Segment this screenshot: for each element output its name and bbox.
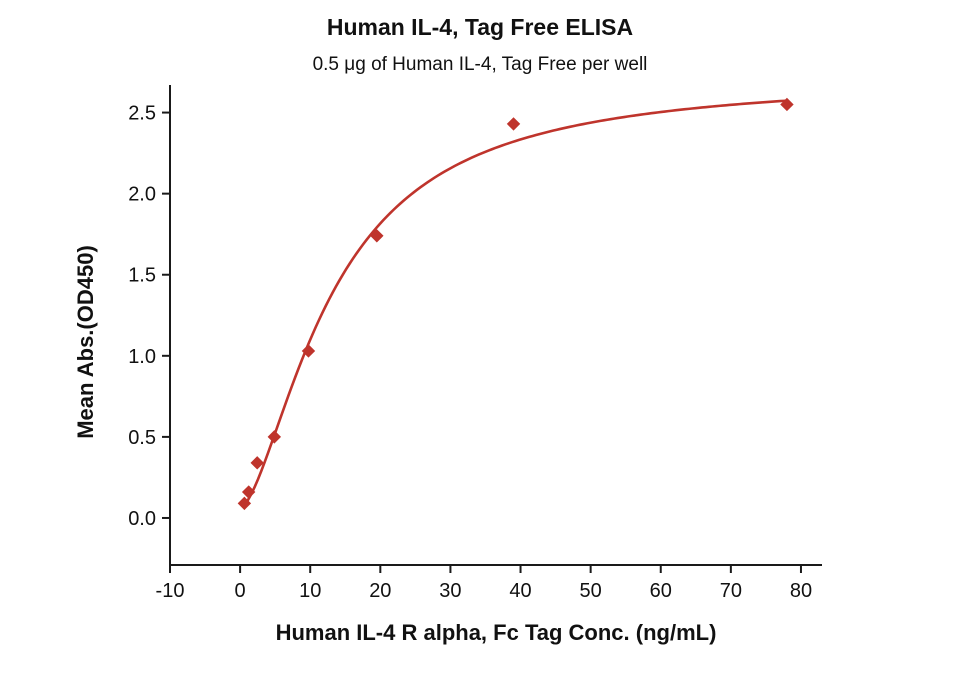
y-tick-label: 0.5 xyxy=(128,427,156,449)
y-tick-label: 2.0 xyxy=(128,184,156,206)
y-tick-label: 2.5 xyxy=(128,103,156,125)
chart-subtitle: 0.5 μg of Human IL-4, Tag Free per well xyxy=(312,54,648,75)
data-point-marker xyxy=(250,456,264,470)
x-tick-label: 50 xyxy=(580,580,602,602)
y-tick-label: 1.5 xyxy=(128,265,156,287)
data-point-marker xyxy=(267,430,282,444)
y-tick-label: 0.0 xyxy=(128,508,156,530)
chart-title: Human IL-4, Tag Free ELISA xyxy=(326,14,634,40)
x-tick-label: 40 xyxy=(509,580,531,602)
x-tick-label: 60 xyxy=(650,580,672,602)
data-point-marker xyxy=(506,117,521,131)
axis-lines xyxy=(169,85,822,566)
data-point-marker xyxy=(301,344,316,358)
y-tick-label: 1.0 xyxy=(128,346,156,368)
data-point-marker xyxy=(241,485,256,499)
x-tick-label: 70 xyxy=(720,580,742,602)
x-tick-label: 0 xyxy=(235,580,246,602)
x-axis-label: Human IL-4 R alpha, Fc Tag Conc. (ng/mL) xyxy=(275,620,717,645)
data-point-marker xyxy=(370,229,384,243)
x-tick-label: 20 xyxy=(369,580,391,602)
x-tick-label: -10 xyxy=(156,580,185,602)
data-point-marker xyxy=(237,496,252,511)
x-tick-label: 10 xyxy=(299,580,321,602)
data-point-marker xyxy=(780,97,794,112)
fit-curve xyxy=(243,99,789,507)
x-tick-label: 30 xyxy=(439,580,461,602)
x-tick-label: 80 xyxy=(790,580,812,602)
